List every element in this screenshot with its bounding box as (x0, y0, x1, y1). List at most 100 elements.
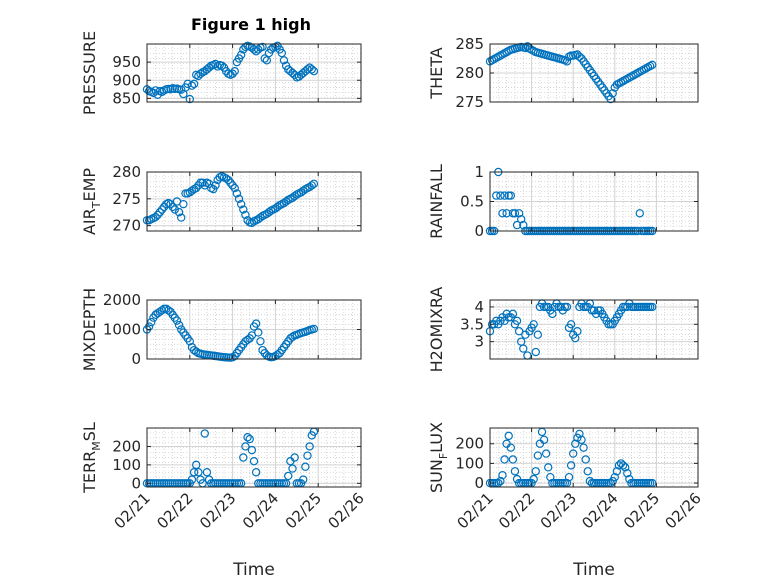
data-point (262, 56, 272, 65)
data-point (236, 50, 246, 60)
data-point (151, 310, 160, 319)
y-tick-label: 1 (474, 163, 484, 181)
data-point (232, 189, 242, 198)
data-point (241, 337, 250, 346)
data-point (529, 320, 538, 329)
y-axis-label: PRESSURE (80, 31, 99, 115)
data-point (517, 214, 526, 224)
data-point (309, 179, 319, 188)
data-point (284, 471, 293, 481)
data-point (290, 70, 299, 80)
data-point (635, 209, 644, 218)
data-point (228, 69, 237, 78)
y-tick-label: 4 (474, 298, 484, 316)
data-point (579, 443, 588, 452)
data-point (194, 181, 203, 190)
data-point (183, 79, 192, 89)
data-point (254, 328, 263, 337)
data-point (519, 220, 528, 230)
y-tick-label: 850 (112, 89, 141, 107)
data-point (177, 85, 186, 94)
data-point (187, 475, 197, 484)
y-tick-label: 1000 (103, 321, 141, 339)
data-point (179, 199, 188, 209)
axes-frame (489, 299, 699, 360)
data-point (256, 337, 265, 346)
data-point (281, 197, 291, 206)
data-point (217, 61, 227, 70)
data-point (508, 455, 518, 464)
data-point (504, 431, 513, 441)
data-point (230, 183, 239, 193)
data-point (157, 306, 167, 315)
data-point (502, 209, 511, 218)
data-point (185, 337, 194, 346)
data-point (266, 45, 276, 54)
y-tick-label: 275 (455, 93, 484, 111)
data-point (648, 302, 657, 312)
y-tick-label: 2000 (103, 291, 141, 309)
data-point (251, 468, 261, 477)
data-point (621, 463, 630, 472)
data-point (144, 322, 154, 331)
data-point (239, 205, 248, 214)
data-point (241, 442, 250, 451)
axes-frame (489, 427, 699, 488)
data-point (573, 327, 582, 336)
data-point (519, 344, 528, 353)
y-tick-label: 285 (455, 35, 484, 53)
data-point (301, 462, 310, 471)
data-point (610, 472, 620, 482)
y-axis-label: RAINFALL (427, 164, 446, 239)
data-point (174, 320, 184, 330)
data-point (187, 81, 197, 90)
data-point (204, 63, 214, 72)
data-point (608, 89, 617, 98)
data-point (309, 66, 319, 76)
data-point (234, 194, 244, 204)
data-point (577, 435, 586, 444)
data-point (226, 178, 235, 187)
y-tick-label: 270 (112, 217, 141, 235)
data-point (243, 433, 252, 442)
data-point (198, 178, 207, 187)
data-point (500, 455, 509, 464)
data-point (512, 316, 522, 326)
data-point (177, 213, 186, 222)
y-tick-label: 200 (112, 437, 141, 455)
y-tick-label: 0.5 (460, 193, 484, 211)
data-point (623, 469, 632, 478)
data-point (506, 443, 515, 452)
data-point (157, 205, 167, 214)
data-point (512, 220, 522, 230)
data-point (541, 449, 551, 458)
data-point (243, 335, 252, 345)
data-point (612, 467, 622, 476)
data-point (562, 302, 572, 312)
plot-area (146, 171, 362, 232)
data-point (202, 468, 212, 477)
data-point (606, 94, 615, 104)
data-point (200, 429, 209, 438)
data-point (192, 183, 201, 193)
data-point (185, 94, 194, 104)
data-point (153, 309, 162, 318)
y-axis-label: AIRTEMP (80, 168, 103, 235)
data-point (569, 449, 578, 458)
data-point (221, 174, 231, 183)
data-point (147, 317, 156, 327)
data-point (575, 52, 584, 61)
y-tick-label: 0 (474, 222, 484, 240)
figure-title: Figure 1 high (191, 15, 311, 34)
data-point (307, 65, 316, 74)
data-point (290, 453, 299, 462)
series-markers (485, 42, 657, 104)
y-axis-label: H2OMIXRA (427, 287, 446, 373)
data-point (496, 476, 505, 486)
data-point (228, 181, 237, 190)
data-point (264, 208, 274, 217)
x-axis-label: Time (572, 560, 615, 580)
data-point (273, 350, 282, 359)
data-point (271, 351, 280, 361)
